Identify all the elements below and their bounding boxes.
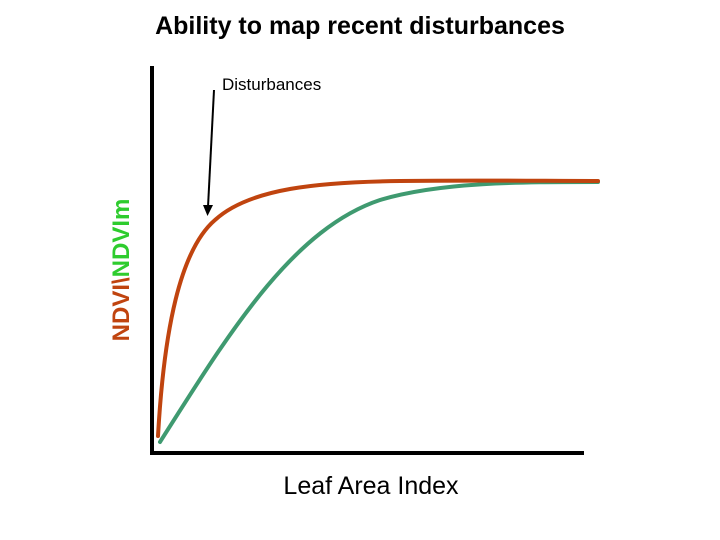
ndvi-curve [156, 178, 600, 438]
y-axis-label-ndvi: NDVI [108, 284, 135, 341]
y-axis-label: NDVI\NDVIm [108, 199, 135, 342]
ndvim-curve [158, 180, 600, 444]
page-title: Ability to map recent disturbances [155, 12, 565, 40]
y-axis-label-ndvim: NDVIm [108, 199, 135, 278]
annotation-arrow-head [203, 205, 213, 216]
disturbances-annotation: Disturbances [222, 75, 321, 94]
annotation-arrow-shaft [207, 89, 215, 208]
x-axis-label: Leaf Area Index [283, 472, 459, 500]
y-axis-label-separator: \ [108, 277, 135, 284]
